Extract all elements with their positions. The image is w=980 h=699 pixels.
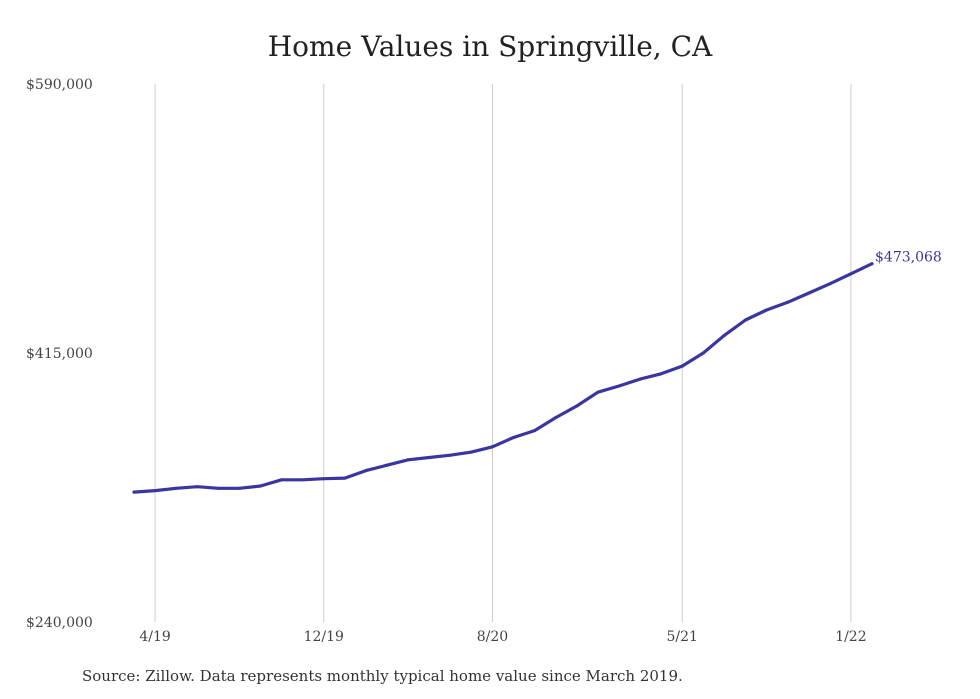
data-point [490,445,494,449]
data-point [575,404,579,408]
x-tick-label: 8/20 [477,629,508,645]
data-point [743,318,747,322]
data-point [533,429,537,433]
data-point [765,308,769,312]
series: $473,068 [132,250,942,494]
y-tick-label: $415,000 [26,346,93,362]
data-point [343,476,347,480]
data-point [469,450,473,454]
data-point [596,390,600,394]
source-note: Source: Zillow. Data represents monthly … [82,667,683,685]
x-axis: 4/19 12/19 8/20 5/21 1/22 [139,629,866,645]
y-tick-label: $240,000 [26,615,93,631]
data-point [322,477,326,481]
gridlines [154,84,852,622]
end-value-label: $473,068 [875,250,942,266]
data-point [701,351,705,355]
data-point [406,458,410,462]
x-tick-label: 12/19 [304,629,344,645]
data-point [153,489,157,493]
y-tick-label: $590,000 [26,77,93,93]
data-point [680,364,684,368]
x-tick-label: 1/22 [835,629,866,645]
data-point [280,478,284,482]
x-tick-label: 5/21 [667,629,698,645]
data-point [659,372,663,376]
data-point [364,469,368,473]
data-point [807,291,811,295]
data-point [216,486,220,490]
data-point [638,377,642,381]
data-point [849,272,853,276]
data-point [554,416,558,420]
data-point [427,456,431,460]
data-point [174,486,178,490]
data-point [259,484,263,488]
data-point [722,333,726,337]
series-line [132,262,874,494]
data-point [617,384,621,388]
data-point [786,300,790,304]
y-axis: $590,000 $415,000 $240,000 [26,77,93,631]
data-point [828,282,832,286]
data-point [448,453,452,457]
data-point [237,486,241,490]
data-point [512,436,516,440]
data-point [385,463,389,467]
x-tick-label: 4/19 [139,629,170,645]
chart-title: Home Values in Springville, CA [267,30,713,63]
data-point [870,262,874,266]
data-point [301,478,305,482]
data-point [132,490,136,494]
data-point [195,485,199,489]
